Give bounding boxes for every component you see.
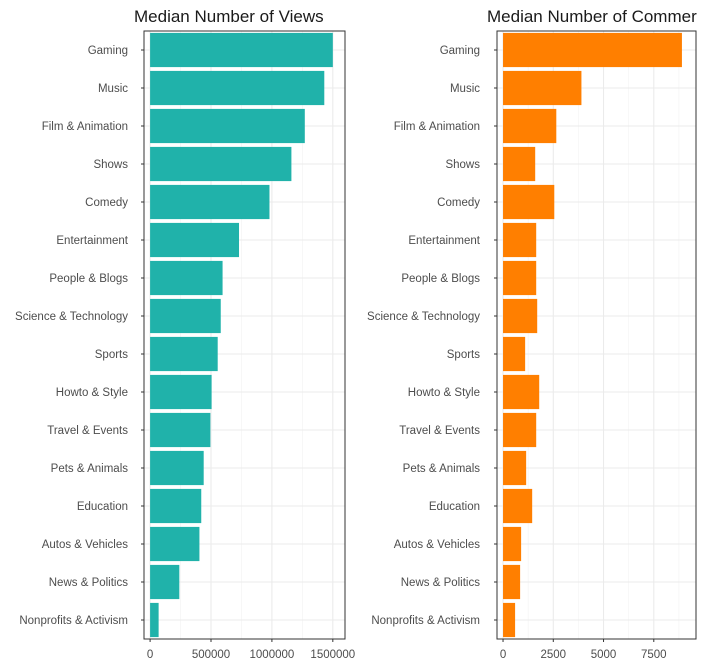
category-label: Comedy — [85, 197, 128, 209]
bar-shows — [503, 146, 536, 182]
bar-autos-vehicles — [150, 526, 200, 562]
category-label: Education — [429, 501, 480, 513]
x-tick-label: 500000 — [192, 649, 230, 661]
bar-gaming — [150, 32, 333, 68]
category-label: People & Blogs — [401, 273, 480, 285]
category-label: Entertainment — [408, 235, 480, 247]
category-label: Entertainment — [56, 235, 128, 247]
x-tick-label: 2500 — [540, 649, 566, 661]
category-label: Pets & Animals — [403, 463, 481, 475]
bar-comedy — [503, 184, 555, 220]
category-label: Music — [450, 83, 480, 95]
bar-people-blogs — [150, 260, 223, 296]
category-label: Autos & Vehicles — [42, 539, 129, 551]
panel-views: Median Number of Views Gaming Music Film & … — [15, 7, 355, 661]
panel-border — [496, 30, 697, 640]
bar-news-politics — [150, 564, 180, 600]
category-label: Music — [98, 83, 128, 95]
panel-border — [143, 30, 346, 640]
bar-entertainment — [503, 222, 537, 258]
category-label: News & Politics — [401, 577, 480, 589]
category-label: Nonprofits & Activism — [19, 615, 128, 627]
chart-title-views: Median Number of Views — [134, 7, 324, 26]
bar-sports — [150, 336, 218, 372]
category-label: News & Politics — [49, 577, 128, 589]
bar-entertainment — [150, 222, 240, 258]
bar-travel-events — [150, 412, 211, 448]
x-tick-label: 1500000 — [310, 649, 355, 661]
bar-autos-vehicles — [503, 526, 522, 562]
bar-science-technology — [503, 298, 538, 334]
bar-comedy — [150, 184, 270, 220]
chart-title-comments: Median Number of Commer — [487, 7, 697, 26]
bar-nonprofits-activism — [150, 602, 159, 638]
category-label: Shows — [93, 159, 128, 171]
category-label: Travel & Events — [47, 425, 128, 437]
bar-film-animation — [503, 108, 557, 144]
category-label: Gaming — [440, 45, 480, 57]
category-label: Comedy — [437, 197, 480, 209]
category-label: Autos & Vehicles — [394, 539, 481, 551]
x-tick-label: 0 — [500, 649, 506, 661]
category-label: Sports — [447, 349, 480, 361]
bar-science-technology — [150, 298, 221, 334]
category-label: Shows — [445, 159, 480, 171]
x-tick-label: 5000 — [591, 649, 617, 661]
bar-news-politics — [503, 564, 521, 600]
x-tick-label: 1000000 — [250, 649, 295, 661]
bar-pets-animals — [503, 450, 527, 486]
category-label: Nonprofits & Activism — [371, 615, 480, 627]
bar-music — [150, 70, 325, 106]
bar-shows — [150, 146, 292, 182]
category-label: People & Blogs — [49, 273, 128, 285]
bar-pets-animals — [150, 450, 204, 486]
bar-howto-style — [503, 374, 540, 410]
x-tick-label: 7500 — [641, 649, 667, 661]
category-label: Gaming — [88, 45, 128, 57]
bar-howto-style — [150, 374, 212, 410]
category-label: Travel & Events — [399, 425, 480, 437]
bar-travel-events — [503, 412, 537, 448]
bar-sports — [503, 336, 526, 372]
category-label: Film & Animation — [394, 121, 480, 133]
x-tick-label: 0 — [147, 649, 153, 661]
category-label: Pets & Animals — [51, 463, 129, 475]
bar-gaming — [503, 32, 682, 68]
bars-comments — [503, 32, 682, 638]
category-label: Sports — [95, 349, 128, 361]
bar-education — [150, 488, 202, 524]
bar-music — [503, 70, 582, 106]
category-label: Howto & Style — [56, 387, 128, 399]
bar-people-blogs — [503, 260, 537, 296]
category-label: Science & Technology — [367, 311, 480, 323]
category-label: Howto & Style — [408, 387, 480, 399]
bar-education — [503, 488, 533, 524]
bars-views — [150, 32, 333, 638]
category-label: Science & Technology — [15, 311, 128, 323]
panel-comments: Median Number of Commer Gaming Music Film &… — [367, 7, 697, 661]
bar-nonprofits-activism — [503, 602, 516, 638]
category-label: Education — [77, 501, 128, 513]
bar-film-animation — [150, 108, 305, 144]
category-label: Film & Animation — [42, 121, 128, 133]
